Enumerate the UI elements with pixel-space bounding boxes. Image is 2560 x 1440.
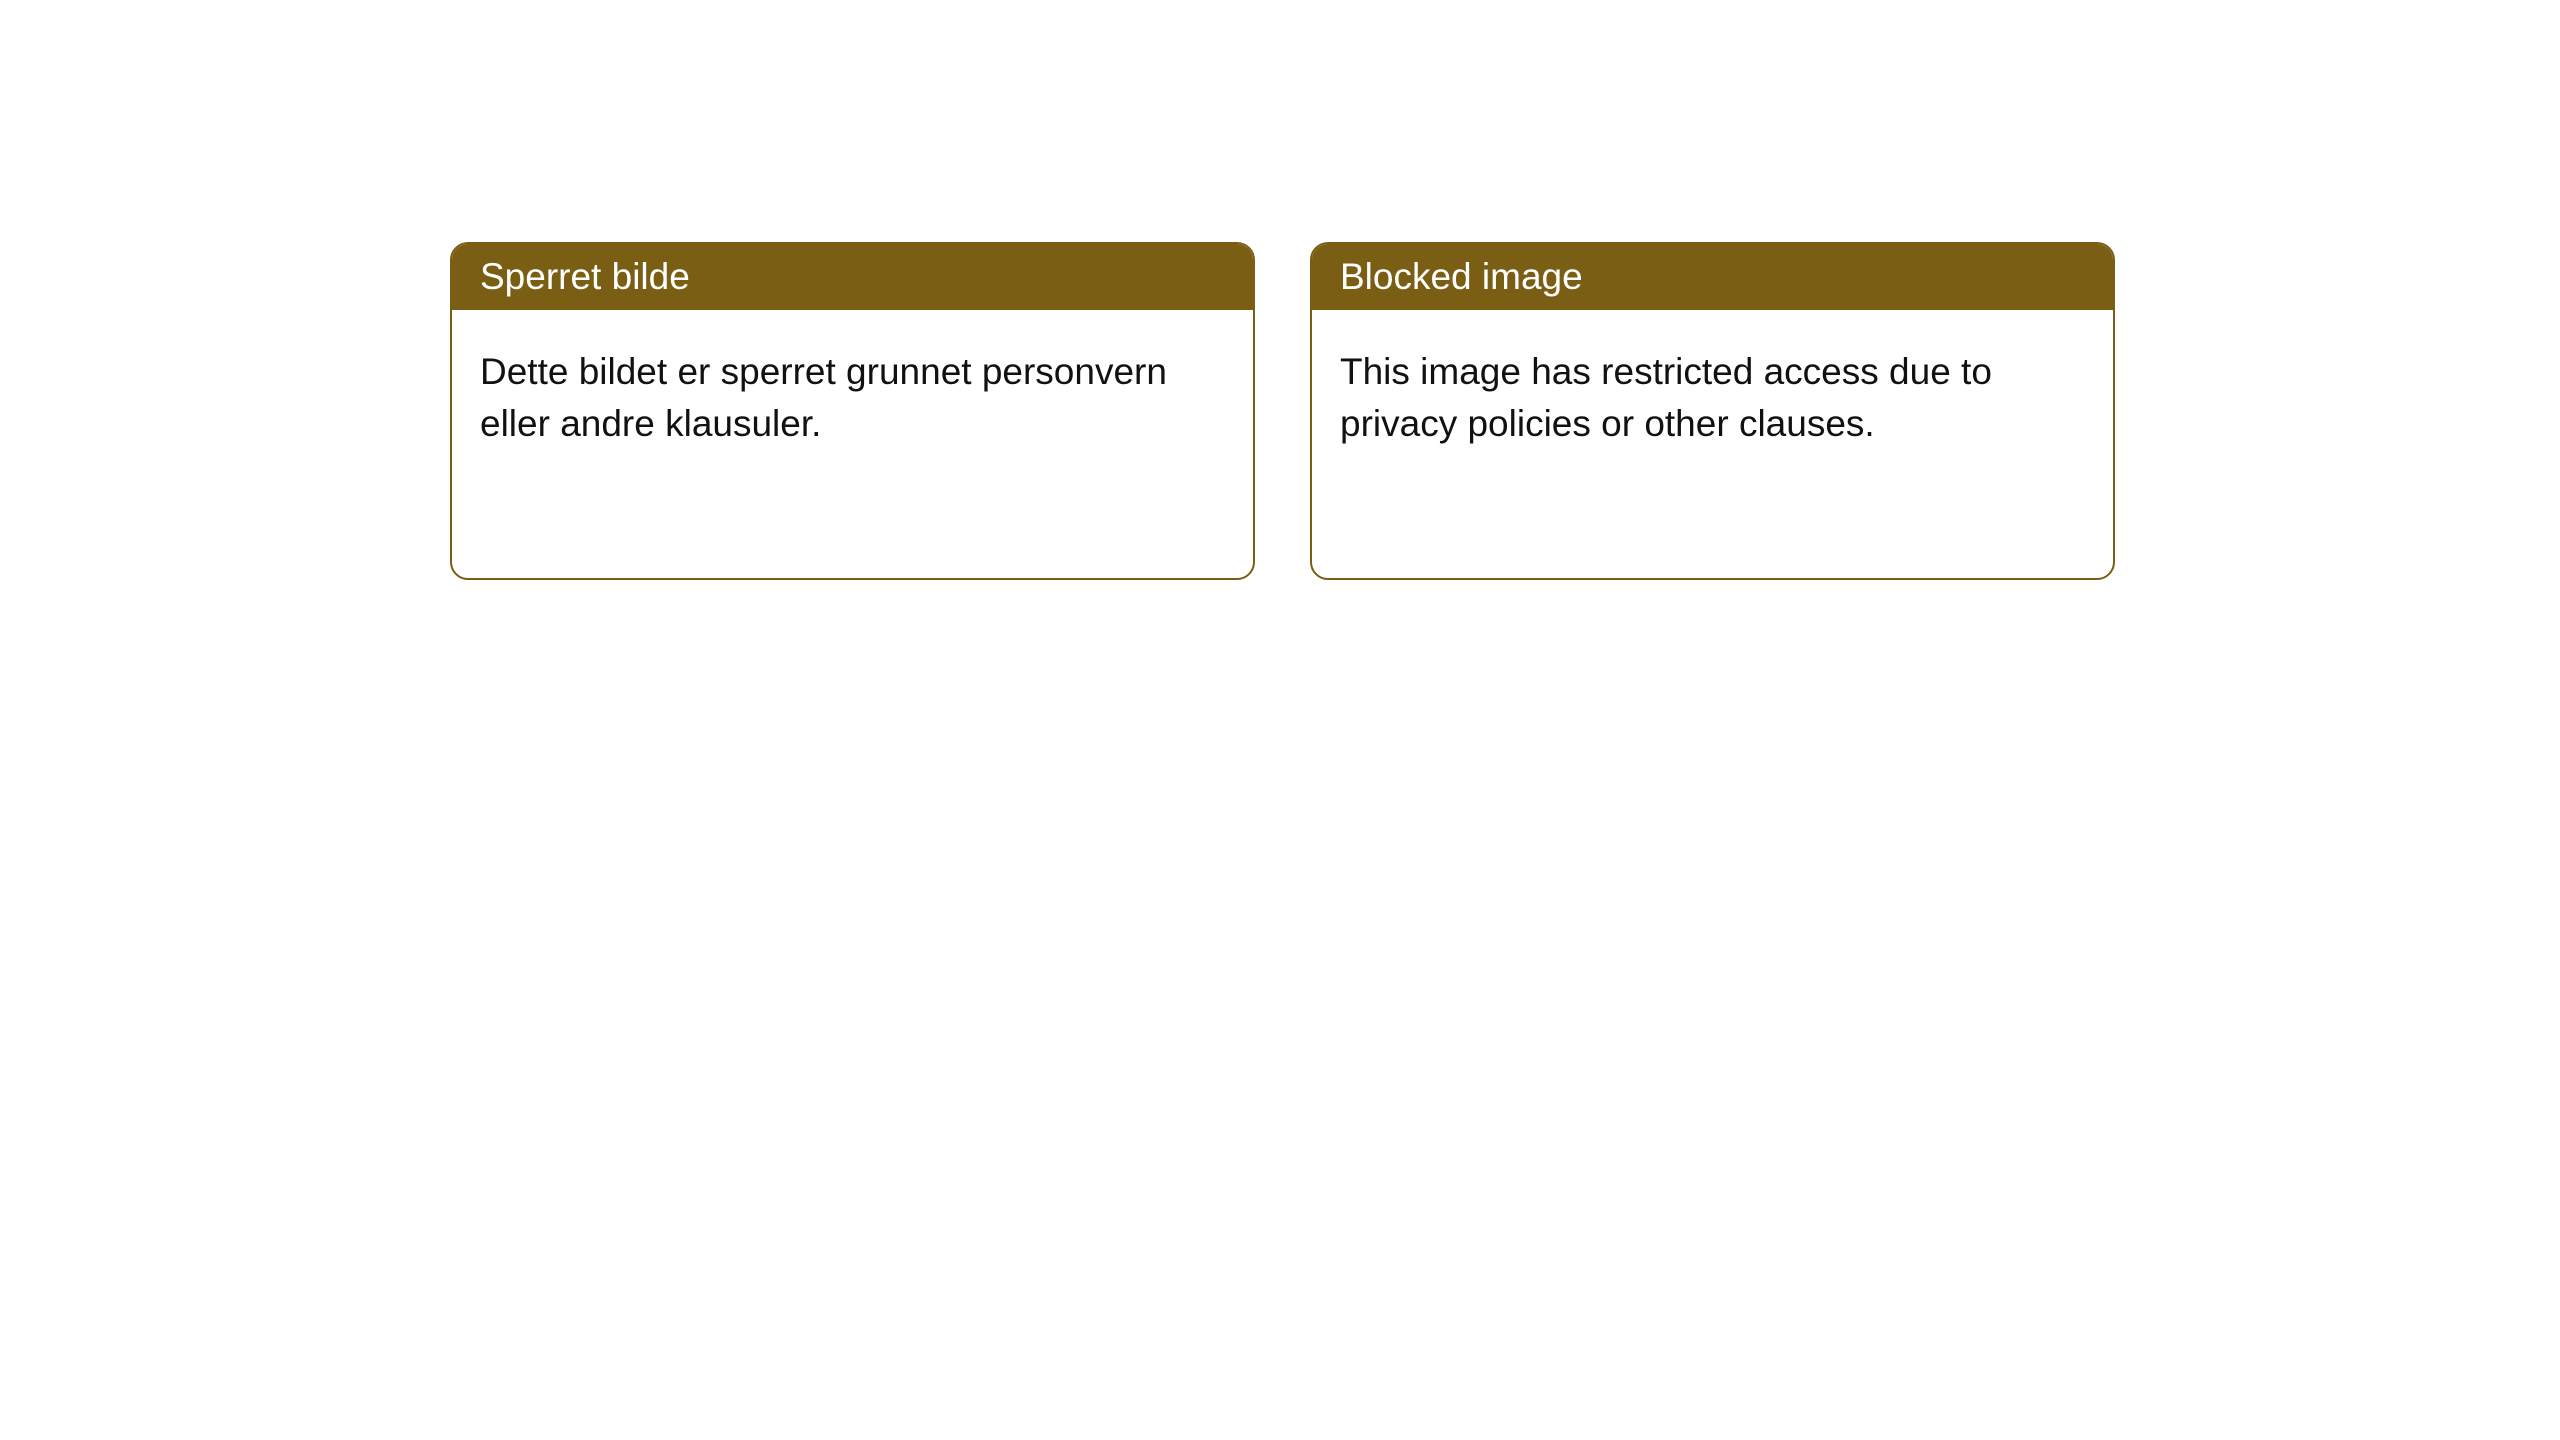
notice-title-english: Blocked image [1312, 244, 2113, 310]
notice-body-norwegian: Dette bildet er sperret grunnet personve… [452, 310, 1253, 486]
notice-card-english: Blocked image This image has restricted … [1310, 242, 2115, 580]
notice-card-norwegian: Sperret bilde Dette bildet er sperret gr… [450, 242, 1255, 580]
notice-cards-row: Sperret bilde Dette bildet er sperret gr… [0, 0, 2560, 580]
notice-title-norwegian: Sperret bilde [452, 244, 1253, 310]
notice-body-english: This image has restricted access due to … [1312, 310, 2113, 486]
